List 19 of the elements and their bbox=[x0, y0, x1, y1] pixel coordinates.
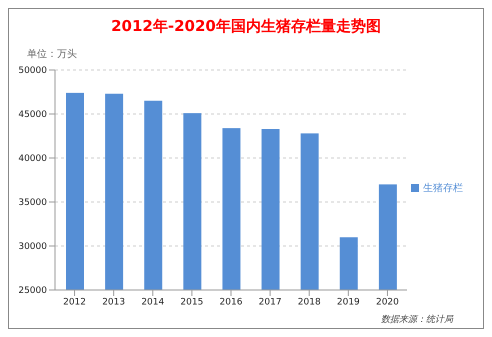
x-tick-label: 2018 bbox=[298, 297, 321, 308]
x-tick-label: 2016 bbox=[220, 297, 243, 308]
x-tick-label: 2013 bbox=[102, 297, 126, 308]
x-tick-label: 2014 bbox=[141, 297, 165, 308]
x-tick-label: 2020 bbox=[376, 297, 400, 308]
y-tick-label: 40000 bbox=[18, 154, 48, 164]
chart-title: 2012年-2020年国内生猪存栏量走势图 bbox=[110, 17, 382, 36]
y-axis-title: 单位：万头 bbox=[27, 48, 77, 61]
y-tick-label: 50000 bbox=[18, 66, 48, 76]
y-tick-label: 25000 bbox=[18, 286, 48, 296]
legend-label: 生猪存栏 bbox=[423, 182, 463, 194]
y-tick-label: 30000 bbox=[18, 242, 48, 252]
x-tick-label: 2017 bbox=[258, 297, 282, 308]
x-tick-label: 2015 bbox=[180, 297, 204, 308]
y-tick-label: 45000 bbox=[18, 110, 48, 120]
source-note: 数据来源：统计局 bbox=[381, 314, 453, 326]
x-tick-label: 2012 bbox=[63, 297, 86, 308]
y-tick-label: 35000 bbox=[18, 198, 48, 208]
x-tick-label: 2019 bbox=[336, 297, 360, 308]
